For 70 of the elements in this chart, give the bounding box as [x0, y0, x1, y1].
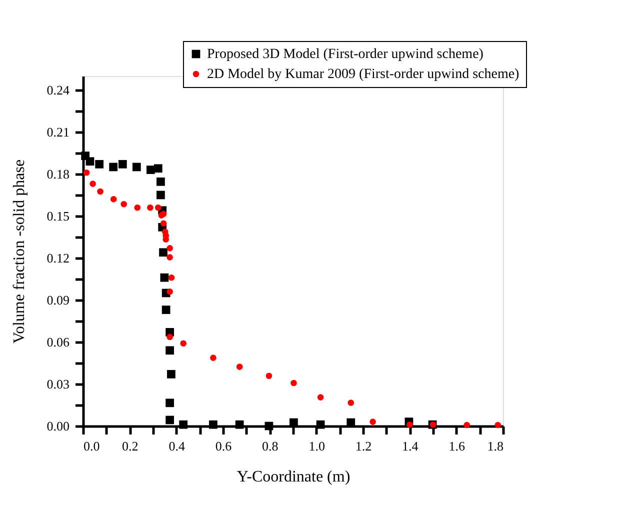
point	[494, 422, 502, 428]
x-tick-label: 0.0	[84, 438, 100, 454]
point	[156, 178, 165, 186]
point	[160, 273, 169, 282]
point	[266, 372, 272, 380]
point	[166, 346, 174, 355]
point	[120, 200, 127, 208]
point	[109, 162, 118, 172]
y-tick-label: 0.09	[46, 292, 70, 308]
point	[406, 421, 413, 428]
point	[464, 422, 470, 428]
point	[166, 416, 174, 424]
y-tick-label: 0.12	[46, 250, 70, 266]
point	[166, 288, 173, 295]
legend-label: 2D Model by Kumar 2009 (First-order upwind scheme)	[207, 67, 520, 82]
point	[236, 364, 243, 370]
point	[110, 196, 117, 202]
point	[348, 400, 354, 406]
point	[160, 220, 167, 227]
point	[159, 248, 168, 257]
x-tick-label: 0.6	[215, 438, 232, 454]
x-tick-label: 1.8	[487, 438, 504, 454]
point	[154, 204, 162, 211]
point	[166, 254, 173, 260]
point	[168, 274, 175, 281]
y-tick-label: 0.18	[46, 166, 70, 182]
y-axis-title: Volume fraction -solid phase	[10, 159, 28, 344]
x-tick-label: 1.0	[308, 438, 325, 454]
point	[162, 236, 169, 243]
x-axis-title: Y-Coordinate (m)	[236, 468, 350, 486]
point	[90, 180, 96, 187]
point	[154, 164, 162, 173]
point	[167, 370, 176, 378]
point	[147, 204, 154, 211]
x-tick-label: 0.2	[122, 438, 138, 454]
point	[156, 190, 165, 200]
x-tick-label: 1.4	[402, 438, 419, 454]
point	[235, 420, 244, 429]
point	[166, 334, 173, 340]
point	[118, 160, 127, 168]
y-tick-label: 0.00	[46, 418, 70, 434]
point	[179, 420, 188, 429]
point	[166, 398, 174, 408]
point	[290, 380, 297, 386]
point	[316, 420, 325, 429]
point	[97, 188, 104, 195]
point	[83, 169, 90, 176]
point	[146, 166, 155, 174]
x-tick-label: 0.4	[168, 438, 186, 454]
x-tick-label: 0.8	[262, 438, 278, 454]
y-tick-label: 0.21	[46, 124, 70, 140]
point	[132, 162, 141, 172]
point	[134, 204, 141, 211]
point	[95, 160, 104, 168]
x-tick-label: 1.6	[448, 438, 466, 454]
legend-label: Proposed 3D Model (First-order upwind scheme)	[207, 47, 484, 62]
x-tick-label: 1.2	[355, 438, 372, 454]
y-tick-label: 0.15	[46, 208, 70, 224]
point	[166, 245, 173, 252]
point	[86, 157, 94, 166]
y-tick-label: 0.03	[46, 376, 70, 392]
point	[264, 422, 274, 430]
point	[180, 340, 186, 347]
point	[162, 306, 170, 314]
point	[209, 420, 218, 429]
point	[317, 394, 324, 400]
point	[210, 354, 216, 361]
point	[370, 418, 376, 425]
y-tick-label: 0.06	[46, 334, 70, 350]
y-tick-label: 0.24	[46, 82, 70, 98]
